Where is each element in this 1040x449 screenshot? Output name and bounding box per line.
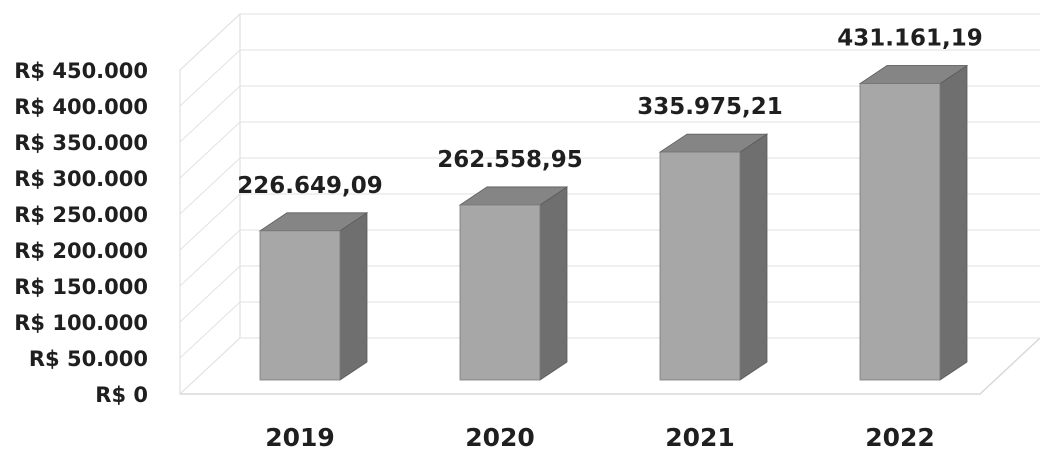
data-labels: 226.649,09 262.558,95 335.975,21 431.161,19 (237, 26, 983, 199)
gridline (179, 85, 1040, 143)
gridline (179, 301, 1040, 359)
gridline (179, 157, 1040, 215)
data-label: 431.161,19 (837, 26, 983, 52)
bar (658, 133, 769, 381)
bar-side (339, 212, 368, 381)
gridlines (179, 13, 1040, 395)
y-tick-label: R$ 350.000 (14, 131, 148, 155)
side-wall (179, 12, 241, 396)
y-tick-label: R$ 100.000 (14, 311, 148, 335)
y-tick-label: R$ 200.000 (14, 239, 148, 263)
x-tick-label: 2022 (865, 423, 935, 449)
bar-front (659, 151, 741, 381)
gridline (179, 265, 1040, 323)
y-tick-label: R$ 450.000 (14, 59, 148, 83)
gridline (179, 13, 1040, 71)
bar (458, 186, 569, 381)
data-label: 226.649,09 (237, 173, 383, 199)
floor-edge (180, 337, 1040, 395)
bar (258, 212, 369, 381)
x-axis-labels: 2019 2020 2021 2022 (265, 423, 935, 449)
gridline (179, 49, 1040, 107)
gridline (179, 193, 1040, 251)
x-tick-label: 2020 (465, 423, 535, 449)
x-tick-label: 2019 (265, 423, 335, 449)
y-axis-ticks: R$ 0 R$ 50.000 R$ 100.000 R$ 150.000 R$ 200.… (14, 59, 148, 407)
bar-side (939, 64, 968, 381)
gridline (179, 121, 1040, 179)
y-tick-label: R$ 250.000 (14, 203, 148, 227)
y-tick-label: R$ 150.000 (14, 275, 148, 299)
gridline (179, 337, 1040, 395)
gridline (179, 229, 1040, 287)
y-tick-label: R$ 400.000 (14, 95, 148, 119)
bar-front (859, 83, 941, 381)
bar-side (539, 186, 568, 381)
y-tick-label: R$ 0 (95, 383, 148, 407)
bar (858, 64, 969, 381)
data-label: 335.975,21 (637, 94, 783, 120)
x-tick-label: 2021 (665, 423, 735, 449)
bar-front (259, 230, 341, 381)
y-tick-label: R$ 50.000 (29, 347, 148, 371)
bar-front (459, 204, 541, 381)
y-tick-label: R$ 300.000 (14, 167, 148, 191)
bars (258, 64, 969, 381)
data-label: 262.558,95 (437, 147, 583, 173)
bar-side (739, 133, 768, 381)
